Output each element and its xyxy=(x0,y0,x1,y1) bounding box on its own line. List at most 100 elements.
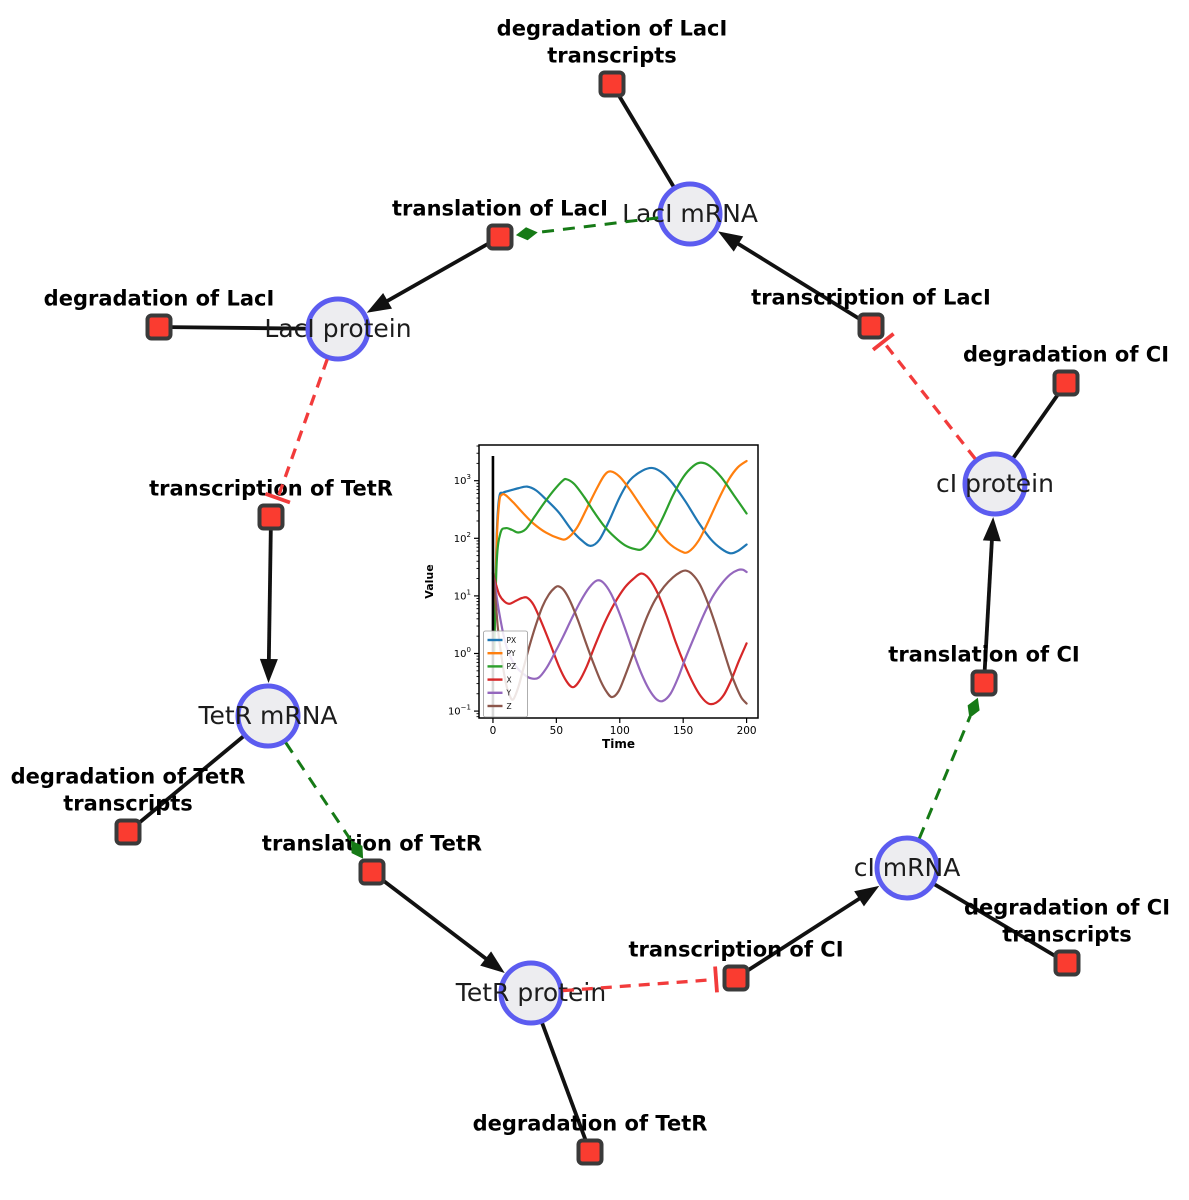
species-node-LacI_mRNA[interactable] xyxy=(657,181,723,247)
species-node-TetR_protein[interactable] xyxy=(498,960,564,1026)
reaction-edge-line xyxy=(728,237,872,328)
reaction-node-degradation_of_LacI_transcripts[interactable] xyxy=(598,70,626,98)
reaction-label-degradation_of_LacI_transcripts: degradation of LacI xyxy=(497,17,728,41)
x-tick-label: 150 xyxy=(673,725,693,737)
reaction-label-translation_of_LacI: translation of LacI xyxy=(392,197,608,221)
reaction-label-translation_of_TetR: translation of TetR xyxy=(262,832,482,856)
reaction-node-translation_of_TetR[interactable] xyxy=(358,858,386,886)
edge-LacI_protein-to-transcription_of_TetR xyxy=(264,358,329,505)
species-node-cI_protein[interactable] xyxy=(962,451,1028,517)
reaction-label-degradation_of_TetR_transcripts: degradation of TetR xyxy=(11,765,246,789)
species-node-TetR_mRNA[interactable] xyxy=(235,683,301,749)
reaction-label-degradation_of_CI_transcripts: transcripts xyxy=(1002,923,1132,947)
y-tick-label: 102 xyxy=(454,531,471,545)
inhibition-tbar xyxy=(871,332,895,352)
reaction-label-degradation_of_LacI_transcripts: transcripts xyxy=(547,44,677,68)
y-tick-label: 100 xyxy=(454,646,471,660)
edge-transcription_of_LacI-to-LacI_mRNA xyxy=(718,231,872,328)
reaction-edge-line xyxy=(377,235,501,308)
species-label-TetR_mRNA: TetR mRNA xyxy=(197,701,337,730)
reaction-label-degradation_of_TetR: degradation of TetR xyxy=(473,1112,708,1136)
species-label-TetR_protein: TetR protein xyxy=(455,978,606,1007)
reaction-node-degradation_of_CI_transcripts[interactable] xyxy=(1053,949,1081,977)
species-label-cI_protein: cI protein xyxy=(936,469,1054,498)
inhibition-edge-line xyxy=(882,340,977,460)
reaction-edge-line xyxy=(734,891,869,980)
inhibition-tbar xyxy=(713,966,719,993)
arrowhead xyxy=(366,293,393,313)
diamond-arrowhead xyxy=(967,697,980,719)
legend-label-Y: Y xyxy=(506,689,512,698)
edge-translation_of_TetR-to-TetR_protein xyxy=(370,870,505,974)
reaction-label-transcription_of_CI: transcription of CI xyxy=(628,938,843,962)
legend-label-X: X xyxy=(507,675,512,684)
species-label-LacI_mRNA: LacI mRNA xyxy=(622,199,758,228)
legend-label-PZ: PZ xyxy=(507,662,517,671)
reaction-node-transcription_of_TetR[interactable] xyxy=(257,503,285,531)
diamond-arrowhead xyxy=(515,227,538,241)
x-tick-label: 0 xyxy=(490,725,497,737)
reaction-node-translation_of_CI[interactable] xyxy=(970,669,998,697)
reaction-edge-line xyxy=(266,516,273,670)
y-tick-label: 103 xyxy=(454,473,471,487)
reaction-edge-line xyxy=(370,870,495,967)
inhibition-edge-line xyxy=(562,977,717,993)
arrowhead xyxy=(982,516,1001,542)
chart-legend: PX PY PZ XYZ xyxy=(483,630,528,718)
species-label-LacI_protein: LacI protein xyxy=(264,314,411,343)
axes-spines xyxy=(478,444,759,719)
labels-layer: degradation of LacI transcripts translatio… xyxy=(11,17,1170,1136)
reaction-label-transcription_of_LacI: transcription of LacI xyxy=(751,286,991,310)
diamond-arrowhead xyxy=(350,840,364,859)
edge-TetR_protein-to-transcription_of_CI xyxy=(562,966,719,993)
legend-label-Z: Z xyxy=(507,702,512,711)
reaction-label-degradation_of_CI_transcripts: degradation of CI xyxy=(964,896,1170,920)
reaction-label-degradation_of_LacI: degradation of LacI xyxy=(44,287,275,311)
reaction-node-degradation_of_TetR_transcripts[interactable] xyxy=(114,818,142,846)
reaction-node-degradation_of_LacI[interactable] xyxy=(145,313,173,341)
species-node-LacI_protein[interactable] xyxy=(305,296,371,362)
reaction-edges-layer xyxy=(126,83,1068,1153)
edge-LacI_mRNA-to-translation_of_LacI xyxy=(515,216,659,241)
edge-transcription_of_TetR-to-TetR_mRNA xyxy=(259,516,278,683)
reaction-node-transcription_of_CI[interactable] xyxy=(722,964,750,992)
series-line-PY xyxy=(493,459,748,645)
x-tick-label: 200 xyxy=(737,725,757,737)
arrowhead xyxy=(854,885,880,907)
series-line-PZ xyxy=(493,461,748,655)
nodes-layer xyxy=(114,70,1081,1166)
arrowhead xyxy=(480,951,505,974)
edge-cI_mRNA-to-translation_of_CI xyxy=(917,697,980,840)
inhibition-edge-line xyxy=(276,358,329,499)
y-axis-label: Value xyxy=(423,564,436,598)
modifier-edges-layer xyxy=(264,216,980,993)
legend-label-PY: PY xyxy=(507,649,516,658)
reaction-node-translation_of_LacI[interactable] xyxy=(486,223,514,251)
edge-translation_of_CI-to-cI_protein xyxy=(982,516,1001,684)
reaction-node-transcription_of_LacI[interactable] xyxy=(857,312,885,340)
inhibition-tbar xyxy=(264,492,291,505)
y-tick-label: 10−1 xyxy=(448,704,471,718)
edge-transcription_of_CI-to-cI_mRNA xyxy=(734,885,880,980)
reaction-label-translation_of_CI: translation of CI xyxy=(888,643,1079,667)
reaction-label-degradation_of_CI: degradation of CI xyxy=(963,343,1169,367)
arrowhead xyxy=(259,658,278,683)
edge-translation_of_LacI-to-LacI_protein xyxy=(366,235,501,313)
arrowhead xyxy=(718,231,744,252)
x-tick-label: 100 xyxy=(610,725,630,737)
species-label-cI_mRNA: cI mRNA xyxy=(854,853,961,882)
reaction-node-degradation_of_TetR[interactable] xyxy=(576,1138,604,1166)
x-axis-label: Time xyxy=(602,737,635,751)
y-tick-label: 101 xyxy=(454,588,471,602)
species-node-cI_mRNA[interactable] xyxy=(874,835,940,901)
reaction-edge-line xyxy=(982,530,995,684)
edge-TetR_mRNA-to-translation_of_TetR xyxy=(284,741,364,859)
series-line-X xyxy=(491,571,748,706)
x-tick-label: 50 xyxy=(550,725,563,737)
legend-label-PX: PX xyxy=(507,636,517,645)
reaction-node-degradation_of_CI[interactable] xyxy=(1052,369,1080,397)
activation-edge-line xyxy=(917,715,972,840)
